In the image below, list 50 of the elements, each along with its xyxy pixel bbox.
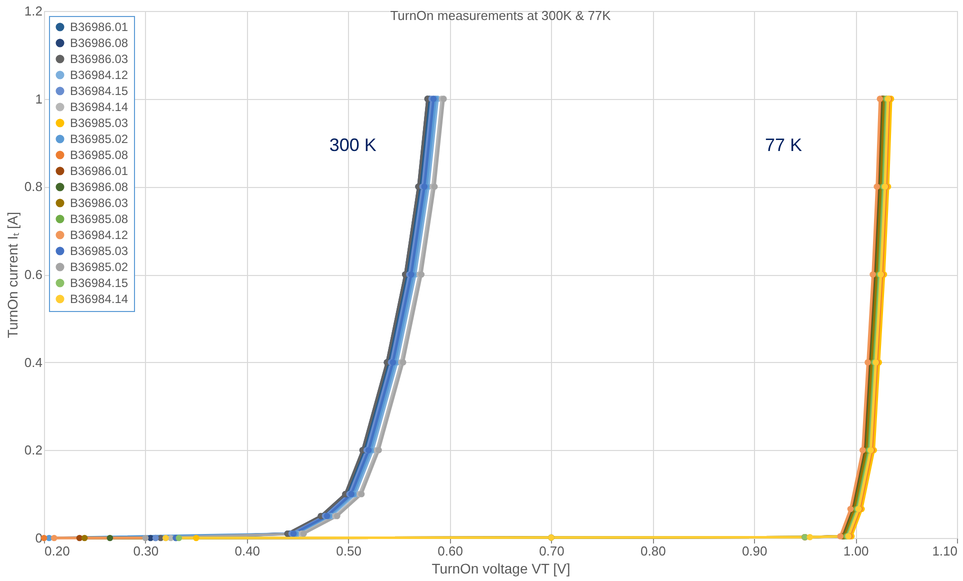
x-tick-label: 0.50: [336, 544, 362, 558]
y-tick-label: 0.4: [24, 354, 42, 370]
y-tick-label: 1.2: [24, 4, 42, 18]
point: [50, 534, 58, 542]
x-tick-label: 0.60: [438, 544, 463, 558]
legend-label: B36984.15: [70, 276, 128, 290]
legend-label: B36986.08: [70, 36, 128, 50]
point: [806, 534, 814, 540]
y-tick-label: 0.6: [24, 267, 42, 282]
chart-title: TurnOn measurements at 300K & 77K: [390, 8, 612, 23]
legend-label: B36985.08: [70, 148, 128, 162]
x-tick-label: 1.00: [843, 544, 869, 558]
point: [859, 447, 866, 454]
point: [193, 534, 200, 542]
annotation: 300 K: [329, 135, 376, 155]
legend-label: B36986.08: [70, 180, 128, 194]
legend-label: B36986.03: [70, 196, 128, 210]
x-tick-label: 0.30: [133, 544, 159, 558]
point: [176, 534, 182, 542]
x-tick-label: 1.10: [932, 544, 958, 558]
point: [334, 512, 340, 520]
point: [106, 534, 114, 542]
legend-label: B36984.14: [70, 100, 128, 114]
legend-label: B36986.03: [70, 52, 128, 66]
legend-label: B36985.02: [70, 260, 128, 274]
point: [81, 534, 88, 542]
annotation: 77 K: [764, 135, 802, 155]
point: [837, 533, 844, 540]
legend-label: B36986.01: [70, 164, 128, 178]
y-tick-label: 0.8: [24, 179, 42, 194]
legend-label: B36985.03: [70, 116, 128, 130]
x-tick-label: 0.20: [44, 544, 70, 558]
x-tick-label: 0.70: [539, 544, 564, 558]
y-axis-title: TurnOn current Iₜ [A]: [4, 212, 20, 338]
legend-label: B36985.03: [70, 244, 128, 258]
legend-label: B36985.02: [70, 132, 128, 146]
x-tick-label: 0.90: [742, 544, 768, 558]
legend-label: B36984.12: [70, 228, 128, 242]
x-tick-label: 0.40: [234, 544, 260, 558]
y-tick-label: 1: [35, 91, 42, 106]
point: [142, 534, 149, 542]
legend-label: B36984.14: [70, 292, 128, 306]
legend-label: B36984.15: [70, 84, 128, 98]
x-tick-label: 0.80: [640, 544, 666, 558]
legend-label: B36985.08: [70, 212, 128, 226]
legend-label: B36984.12: [70, 68, 128, 82]
y-tick-label: 0.2: [24, 442, 42, 458]
legend-label: B36986.01: [70, 20, 128, 34]
point: [418, 271, 425, 278]
x-axis-title: TurnOn voltage VT [V]: [432, 560, 570, 576]
